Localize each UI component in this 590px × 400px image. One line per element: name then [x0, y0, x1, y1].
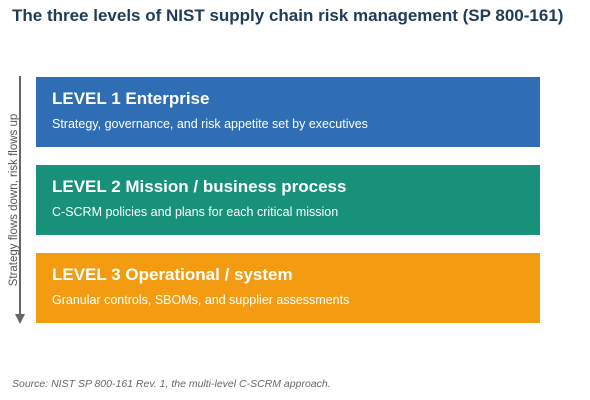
level-label: LEVEL 3 Operational / system — [52, 265, 293, 284]
level-box: LEVEL 1 Enterprise Strategy, governance,… — [36, 77, 540, 147]
level-label: LEVEL 2 Mission / business process — [52, 177, 347, 196]
level-box: LEVEL 2 Mission / business process C-SCR… — [36, 165, 540, 235]
level-label: LEVEL 1 Enterprise — [52, 89, 210, 108]
title: The three levels of NIST supply chain ri… — [12, 6, 564, 25]
level-description: C-SCRM policies and plans for each criti… — [52, 205, 339, 219]
flow-arrow — [15, 76, 25, 324]
side-label: Strategy flows down, risk flows up — [8, 113, 20, 287]
source-note: Source: NIST SP 800-161 Rev. 1, the mult… — [12, 378, 331, 390]
level-box: LEVEL 3 Operational / system Granular co… — [36, 253, 540, 323]
level-description: Strategy, governance, and risk appetite … — [52, 117, 368, 131]
level-description: Granular controls, SBOMs, and supplier a… — [52, 293, 350, 307]
